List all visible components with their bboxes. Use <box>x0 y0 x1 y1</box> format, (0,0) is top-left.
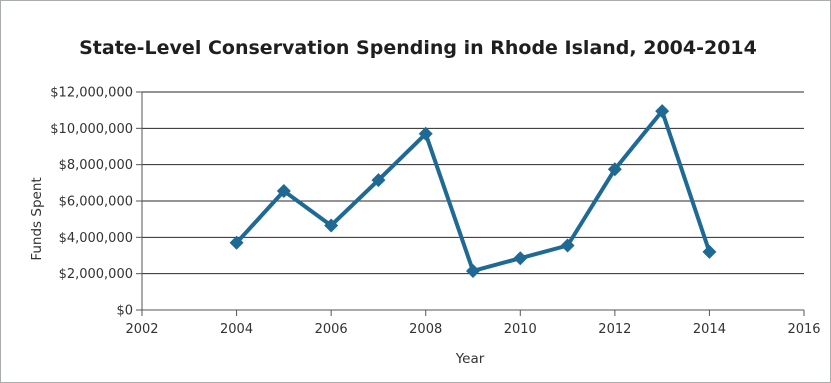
x-tick-label: 2004 <box>220 322 253 337</box>
data-point-marker <box>513 251 528 266</box>
x-axis-label: Year <box>455 351 485 367</box>
y-tick-label: $0 <box>116 304 133 319</box>
series-line <box>235 109 712 273</box>
y-tick-label: $8,000,000 <box>59 158 133 173</box>
y-tick-labels: $0 $2,000,000 $4,000,000 $6,000,000 $8,000,0… <box>50 86 133 319</box>
y-tick-label: $12,000,000 <box>50 86 133 101</box>
y-axis-label: Funds Spent <box>29 177 45 260</box>
x-tick-label: 2008 <box>409 322 442 337</box>
x-tick-label: 2014 <box>693 322 726 337</box>
axes <box>136 91 805 316</box>
data-point-marker <box>607 162 622 177</box>
data-point-marker <box>276 184 291 199</box>
y-tick-label: $2,000,000 <box>59 267 133 282</box>
data-point-marker <box>371 173 386 188</box>
data-point-marker <box>560 238 575 253</box>
x-tick-label: 2006 <box>315 322 348 337</box>
x-tick-label: 2002 <box>125 322 158 337</box>
y-tick-label: $4,000,000 <box>59 231 133 246</box>
data-point-marker <box>655 104 670 119</box>
data-point-marker <box>466 263 480 278</box>
data-point-marker <box>418 126 433 141</box>
gridlines <box>142 91 804 275</box>
chart-title: State-Level Conservation Spending in Rho… <box>79 37 757 59</box>
x-tick-labels: 2002 2004 2006 2008 2010 2012 2014 2016 <box>125 322 820 337</box>
x-tick-label: 2012 <box>598 322 631 337</box>
y-tick-label: $10,000,000 <box>50 122 133 137</box>
data-point-marker <box>324 218 339 233</box>
data-point-marker <box>229 235 244 250</box>
x-tick-label: 2016 <box>787 322 820 337</box>
data-point-marker <box>702 244 717 259</box>
y-tick-label: $6,000,000 <box>59 195 133 210</box>
series-layer <box>229 104 717 278</box>
x-tick-label: 2010 <box>504 322 537 337</box>
